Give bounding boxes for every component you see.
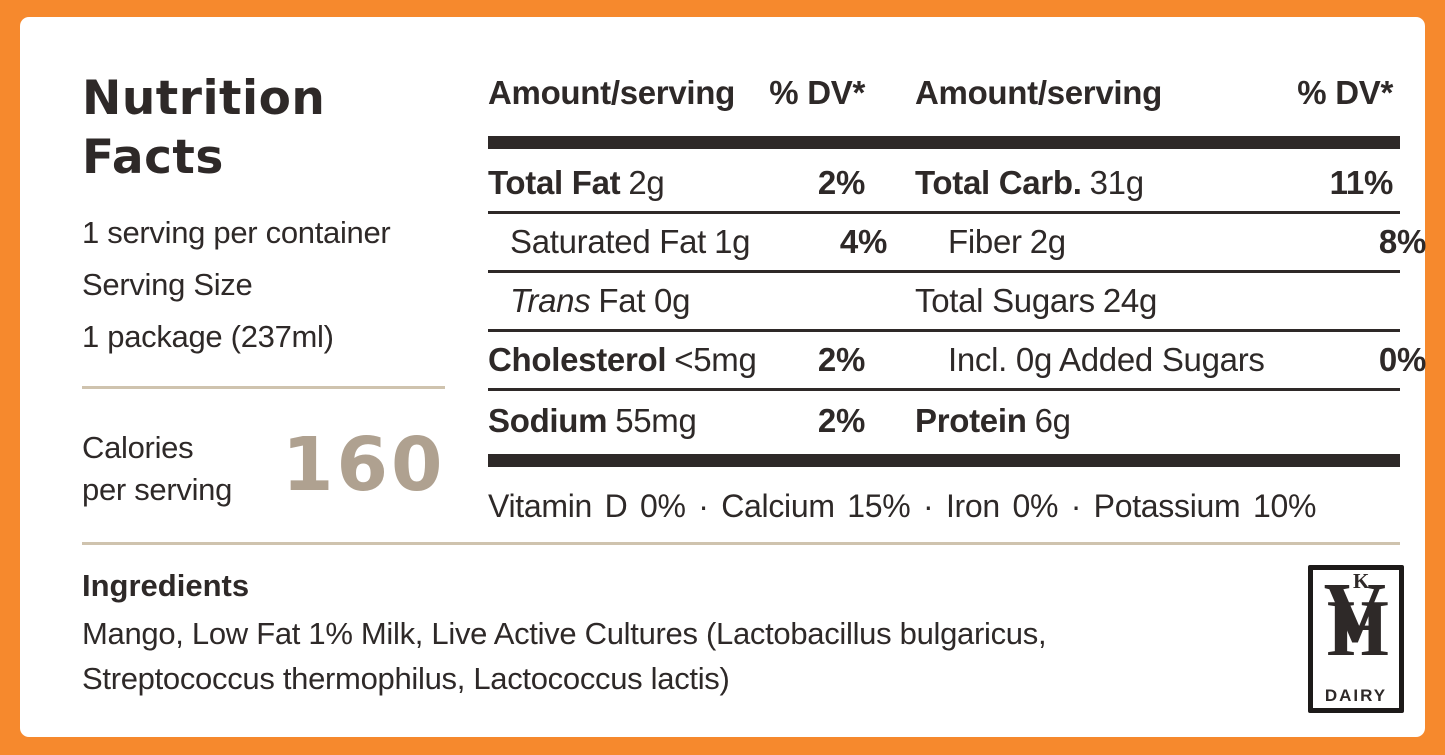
nutrient-amount: 24g: [1102, 282, 1158, 319]
nutrient-name: Sodium: [488, 402, 608, 439]
table-row: Total Fat 2g 2%: [488, 155, 865, 211]
table-row: Total Sugars 24g: [915, 273, 1393, 329]
row-divider: [488, 270, 1400, 273]
ingredients-text-line1: Mango, Low Fat 1% Milk, Live Active Cult…: [82, 616, 1047, 651]
ingredients-heading: Ingredients: [82, 568, 250, 603]
nutrient-name: Total Sugars: [915, 282, 1095, 319]
nutrient-amount: Fat 0g: [598, 282, 691, 319]
nutrient-amount: <5mg: [674, 341, 757, 378]
thick-bar-bottom: [488, 454, 1400, 467]
nutrient-amount: 2g: [1029, 223, 1066, 260]
serving-size-value: 1 package (237ml): [82, 319, 334, 354]
row-divider: [488, 329, 1400, 332]
logo-monogram-v: V: [1323, 564, 1386, 660]
right-header-amount: Amount/serving: [915, 74, 1162, 111]
ingredients-text-line2: Streptococcus thermophilus, Lactococcus …: [82, 661, 730, 696]
right-header-dv: % DV*: [1297, 74, 1393, 111]
nutrient-dv: 11%: [1329, 164, 1394, 201]
kvh-dairy-logo: K V H DAIRY: [1308, 565, 1404, 713]
nutrient-name: Fiber: [948, 223, 1022, 260]
nutrient-dv: 0%: [1378, 341, 1426, 378]
nutrient-name: Total Carb.: [915, 164, 1082, 201]
nutrient-dv: 2%: [817, 164, 865, 201]
micronutrients-line: Vitamin D 0% · Calcium 15% · Iron 0% · P…: [488, 488, 1317, 524]
nutrient-dv: 4%: [839, 223, 887, 260]
nutrient-amount: 6g: [1034, 402, 1071, 439]
logo-monogram-h: H: [1326, 585, 1389, 673]
row-divider: [488, 211, 1400, 214]
logo-dairy-text: DAIRY: [1324, 686, 1388, 705]
servings-per-container: 1 serving per container: [82, 215, 391, 250]
calories-value: 160: [282, 422, 446, 508]
nutrient-name: Protein: [915, 402, 1027, 439]
nutrient-amount: 1g: [714, 223, 751, 260]
table-row: Sodium 55mg 2%: [488, 393, 865, 449]
nutrient-name: Incl. 0g Added Sugars: [948, 341, 1265, 378]
nutrition-facts-title: Nutrition Facts: [82, 69, 325, 187]
tan-divider-left: [82, 386, 445, 389]
nutrient-name: Saturated Fat: [510, 223, 707, 260]
nutrient-name: Trans: [510, 282, 591, 319]
table-row: Trans Fat 0g: [488, 273, 887, 329]
serving-size-label: Serving Size: [82, 267, 253, 302]
nutrient-name: Total Fat: [488, 164, 621, 201]
calories-label: Calories per serving: [82, 427, 232, 511]
nutrient-dv: 8%: [1378, 223, 1426, 260]
right-table-header: Amount/serving % DV*: [915, 72, 1393, 114]
left-header-dv: % DV*: [769, 74, 865, 111]
nutrient-name: Cholesterol: [488, 341, 667, 378]
tan-divider-full: [82, 542, 1400, 545]
table-row: Saturated Fat 1g 4%: [488, 214, 887, 270]
title-line1: Nutrition: [82, 71, 326, 126]
table-row: Incl. 0g Added Sugars 0%: [915, 332, 1426, 388]
row-divider: [488, 388, 1400, 391]
thick-bar-top: [488, 136, 1400, 149]
serving-info: 1 serving per container Serving Size 1 p…: [82, 207, 391, 363]
table-row: Protein 6g: [915, 393, 1393, 449]
nutrient-dv: 2%: [817, 402, 865, 439]
label-panel: Nutrition Facts 1 serving per container …: [20, 17, 1426, 737]
calories-label-line1: Calories: [82, 430, 194, 465]
left-header-amount: Amount/serving: [488, 74, 735, 111]
nutrient-dv: 2%: [817, 341, 865, 378]
table-row: Cholesterol <5mg 2%: [488, 332, 865, 388]
nutrient-amount: 55mg: [615, 402, 697, 439]
title-line2: Facts: [82, 130, 224, 185]
left-table-header: Amount/serving % DV*: [488, 72, 865, 114]
table-row: Fiber 2g 8%: [915, 214, 1426, 270]
nutrient-amount: 31g: [1089, 164, 1144, 201]
logo-letter-k: K: [1353, 569, 1370, 593]
calories-label-line2: per serving: [82, 472, 233, 507]
nutrient-amount: 2g: [628, 164, 665, 201]
table-row: Total Carb. 31g 11%: [915, 155, 1393, 211]
